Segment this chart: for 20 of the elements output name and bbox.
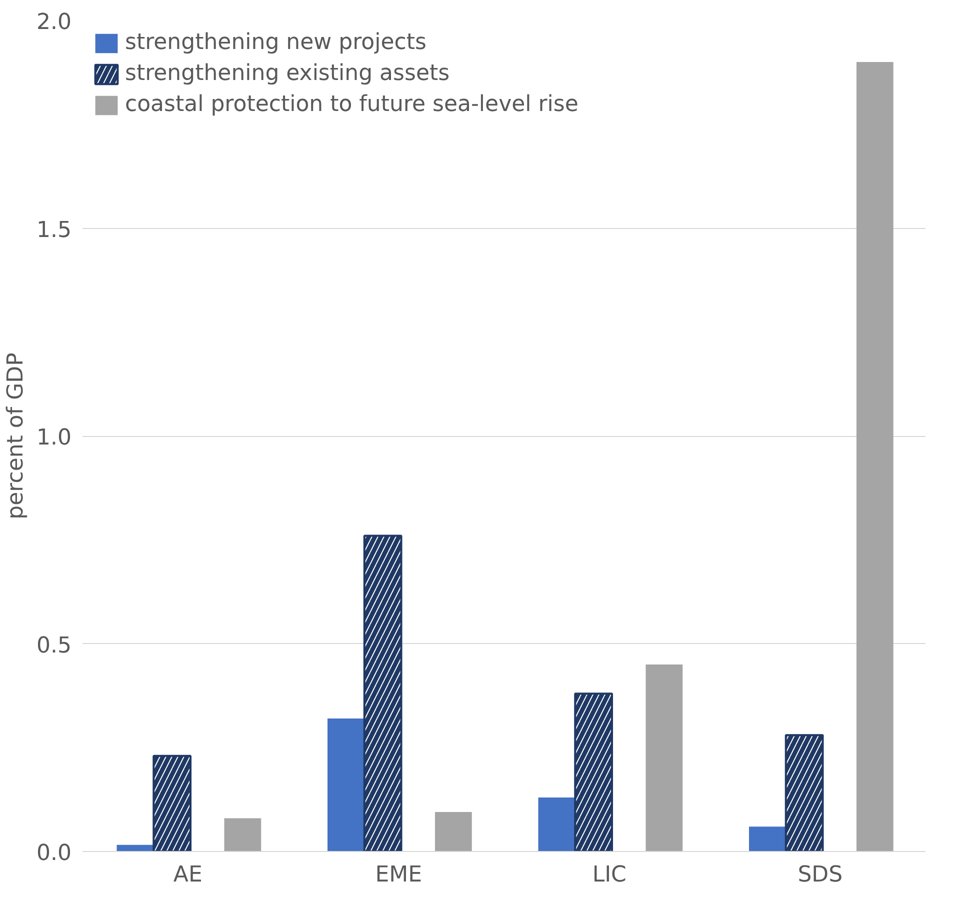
x-tick-label: SDS (798, 862, 843, 888)
bar (434, 812, 472, 852)
y-tick-label: 2.0 (36, 10, 72, 35)
y-tick-label: 0.5 (36, 633, 72, 658)
bar (224, 818, 262, 852)
legend-label: strengthening existing assets (125, 61, 450, 86)
x-tick-label: LIC (592, 862, 626, 888)
y-tick-label: 0.0 (36, 841, 72, 866)
bar (327, 718, 364, 852)
bar (646, 664, 683, 852)
legend-label: coastal protection to future sea-level rise (125, 92, 578, 117)
bar (748, 826, 786, 852)
x-tick-label: AE (173, 862, 202, 888)
y-axis-title: percent of GDP (4, 352, 29, 520)
bar (538, 797, 576, 852)
bar (856, 62, 894, 852)
legend-label: strengthening new projects (125, 30, 426, 55)
x-tick-label: EME (375, 862, 422, 888)
y-tick-label: 1.0 (36, 426, 72, 450)
y-tick-label: 1.5 (36, 218, 72, 243)
